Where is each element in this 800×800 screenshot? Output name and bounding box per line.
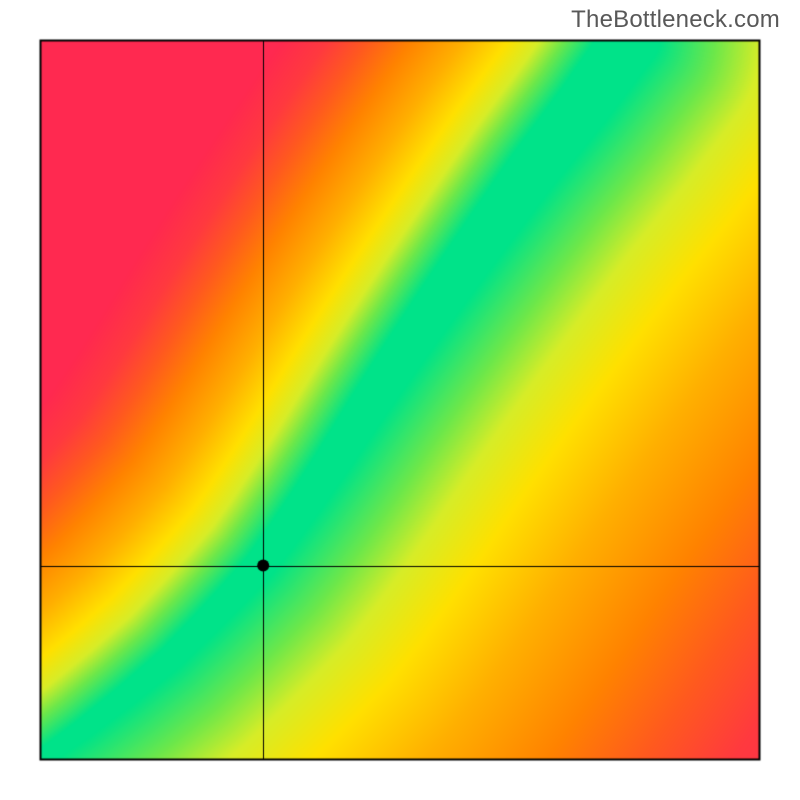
watermark-label: TheBottleneck.com <box>571 6 780 34</box>
bottleneck-heatmap <box>0 0 800 800</box>
